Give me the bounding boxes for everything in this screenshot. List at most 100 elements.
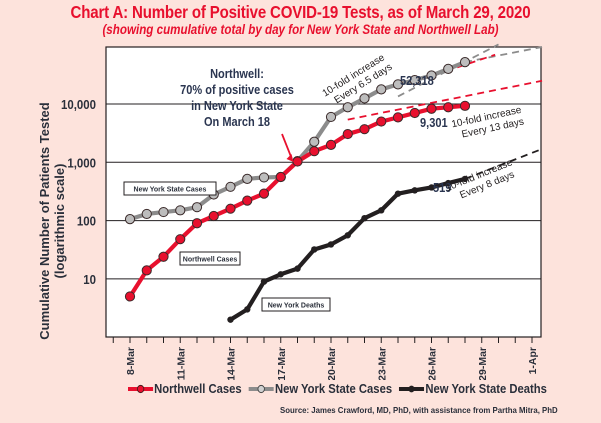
data-point <box>327 241 335 248</box>
annotation-arrow <box>281 133 293 159</box>
end-value-label: 9,301 <box>420 115 448 130</box>
data-point <box>242 195 253 206</box>
legend-label: New York State Cases <box>274 382 393 396</box>
data-point <box>225 203 236 214</box>
data-point <box>124 291 136 302</box>
data-point <box>394 190 402 197</box>
data-point <box>359 124 370 135</box>
y-tick-label: 1,000 <box>67 156 96 171</box>
series-tag-label: New York Deaths <box>268 303 325 310</box>
data-point <box>158 251 169 262</box>
x-tick-label: 8-Mar <box>125 347 137 375</box>
data-point <box>277 271 284 278</box>
x-tick-label: 23-Mar <box>376 347 388 380</box>
data-point <box>443 102 454 113</box>
end-value-label: 519 <box>433 180 452 195</box>
legend-label: Northwell Cases <box>154 382 242 396</box>
y-tick-label: 10,000 <box>61 97 96 112</box>
annotation-line: On March 18 <box>204 115 270 129</box>
x-tick-label: 20-Mar <box>326 347 338 380</box>
chart-plot: 10 100 1,000 10,000 8-Mar 11-Mar 14-Mar 17-Mar… <box>61 43 543 380</box>
legend-item-northwell-cases: Northwell Cases <box>128 382 242 396</box>
x-tick-label: 11-Mar <box>175 347 187 380</box>
data-point <box>428 184 435 191</box>
series-tag-box <box>123 181 217 196</box>
data-point <box>376 84 387 95</box>
data-point <box>309 136 320 147</box>
data-point <box>191 218 203 229</box>
data-point <box>342 128 353 140</box>
data-point <box>378 207 385 214</box>
data-point <box>426 70 437 81</box>
northwell-cases-swatch-icon <box>128 384 154 394</box>
series-tag-label: New York State Cases <box>134 187 207 194</box>
annotation-line: in New York State <box>191 99 283 113</box>
annotation-arrowhead-icon <box>286 153 294 162</box>
data-point <box>392 112 404 123</box>
data-point <box>459 57 471 68</box>
annotation-line: Northwell: <box>210 67 264 81</box>
data-point <box>361 214 368 222</box>
data-point <box>359 93 370 104</box>
data-point <box>260 278 268 285</box>
x-tick-label: 29-Mar <box>477 347 489 380</box>
data-point <box>141 208 152 220</box>
data-point <box>311 246 318 253</box>
nys-deaths-swatch-icon <box>399 385 425 393</box>
data-point <box>461 175 469 183</box>
data-point <box>208 210 219 222</box>
data-point <box>344 232 351 239</box>
data-point <box>275 171 286 183</box>
y-tick-label: 100 <box>77 214 96 229</box>
data-point <box>376 116 387 127</box>
x-tick-label: 26-Mar <box>427 347 439 380</box>
data-point <box>175 205 186 216</box>
data-point <box>124 214 136 225</box>
data-point <box>392 79 404 90</box>
data-point <box>258 172 270 183</box>
series-tag-box <box>179 251 241 266</box>
x-tick-label: 17-Mar <box>276 347 288 380</box>
data-point <box>409 107 420 119</box>
data-point <box>426 103 437 114</box>
nys-cases-swatch-icon <box>248 384 275 394</box>
data-point <box>411 187 418 194</box>
series-tag-box <box>261 297 331 312</box>
data-point <box>459 100 471 111</box>
data-point <box>175 234 186 245</box>
y-tick-label: 10 <box>83 272 96 287</box>
data-point <box>242 173 253 184</box>
trend-line <box>464 46 543 63</box>
data-point <box>258 188 270 199</box>
legend: Northwell Cases New York State Cases New… <box>128 382 554 396</box>
data-point <box>445 179 452 187</box>
data-point <box>409 75 420 86</box>
data-point <box>443 63 454 74</box>
annotation-line: 70% of positive cases <box>180 83 294 97</box>
series-tag-label: Northwell Cases <box>183 257 238 264</box>
data-point <box>325 111 337 123</box>
chart-subtitle: (showing cumulative total by day for New… <box>102 22 499 37</box>
data-point <box>191 202 203 213</box>
data-point <box>141 265 152 276</box>
legend-item-nys-deaths: New York State Deaths <box>399 382 547 396</box>
x-tick-label: 14-Mar <box>226 347 238 380</box>
chart-title: Chart A: Number of Positive COVID-19 Tes… <box>70 2 531 22</box>
legend-label: New York State Deaths <box>425 382 547 396</box>
source-note: Source: James Crawford, MD, PhD, with as… <box>280 405 558 415</box>
data-point <box>225 181 236 192</box>
data-point <box>244 306 251 313</box>
trend-line <box>347 79 543 121</box>
data-point <box>292 156 303 167</box>
trend-line <box>397 43 499 98</box>
data-point <box>294 265 301 272</box>
data-point <box>227 316 234 323</box>
x-tick-label: 1-Apr <box>527 347 539 374</box>
data-point <box>325 139 337 150</box>
data-point <box>158 206 169 218</box>
data-point <box>342 102 353 113</box>
legend-item-nys-cases: New York State Cases <box>248 382 393 396</box>
end-value-label: 52,318 <box>400 73 434 88</box>
data-point <box>309 146 320 157</box>
trend-line <box>464 148 541 180</box>
